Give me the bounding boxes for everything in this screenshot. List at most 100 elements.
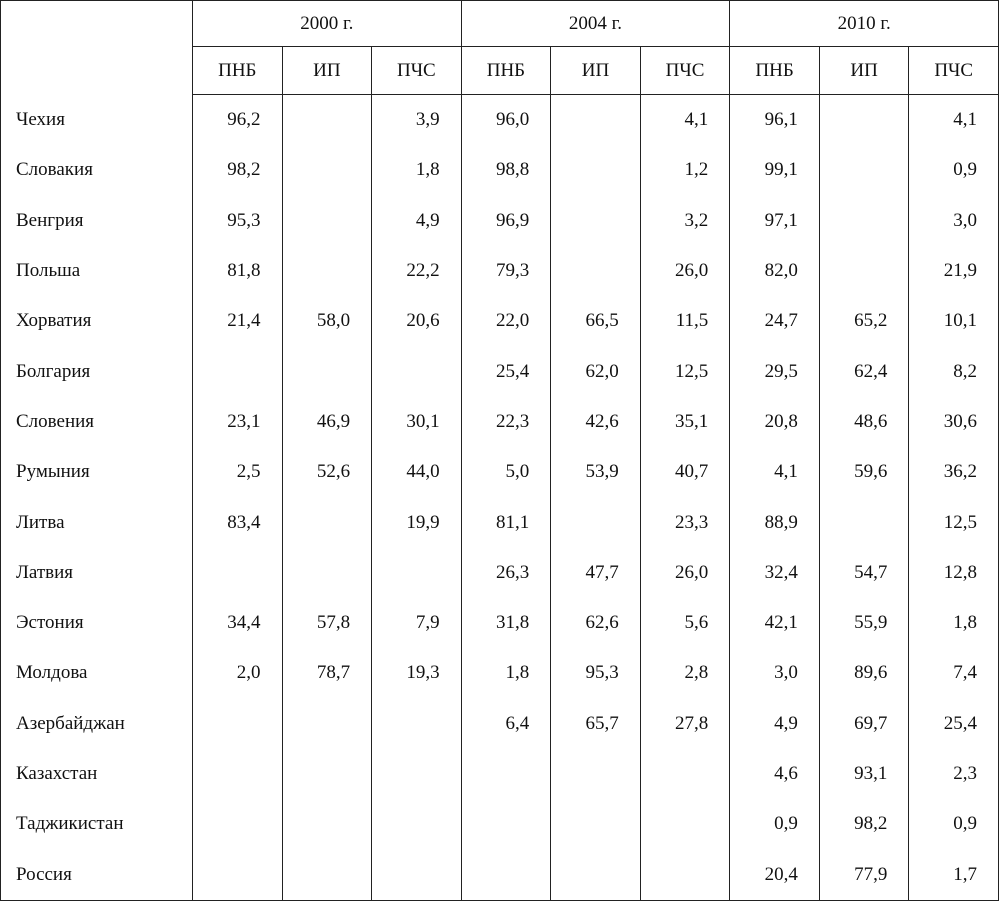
column-header: ПНБ bbox=[460, 46, 552, 95]
value-cell: 35,1 bbox=[639, 396, 731, 448]
year-header: 2000 г. bbox=[192, 0, 462, 47]
value-cell bbox=[550, 245, 641, 297]
value-cell bbox=[550, 748, 641, 800]
data-row: Таджикистан 0,9 98,2 0,9 bbox=[0, 799, 999, 850]
value-cell bbox=[639, 748, 731, 800]
column-header: ПНБ bbox=[192, 46, 283, 95]
value-cell bbox=[281, 698, 373, 749]
value-cell: 98,8 bbox=[460, 145, 552, 196]
value-cell: 20,4 bbox=[729, 849, 820, 901]
value-cell bbox=[371, 799, 462, 850]
value-cell bbox=[550, 799, 641, 850]
country-name: Словения bbox=[0, 396, 193, 448]
value-cell: 44,0 bbox=[371, 447, 462, 498]
value-cell bbox=[639, 849, 731, 901]
value-cell: 40,7 bbox=[639, 447, 731, 498]
value-cell: 36,2 bbox=[908, 447, 999, 498]
value-cell: 0,9 bbox=[729, 799, 820, 850]
value-cell: 31,8 bbox=[460, 597, 552, 649]
value-cell bbox=[371, 849, 462, 901]
data-row: Хорватия 21,4 58,0 20,6 22,0 66,5 11,5 24,7 65,2… bbox=[0, 296, 999, 347]
value-cell: 25,4 bbox=[908, 698, 999, 749]
value-cell bbox=[639, 799, 731, 850]
value-cell bbox=[371, 698, 462, 749]
country-name: Румыния bbox=[0, 447, 193, 498]
value-cell bbox=[192, 849, 283, 901]
value-cell: 29,5 bbox=[729, 346, 820, 397]
value-cell: 22,0 bbox=[460, 296, 552, 347]
value-cell: 19,3 bbox=[371, 648, 462, 699]
column-header: ПЧС bbox=[371, 46, 462, 95]
data-row: Болгария 25,4 62,0 12,5 29,5 62,4 8,2 bbox=[0, 346, 999, 397]
value-cell bbox=[550, 145, 641, 196]
value-cell: 8,2 bbox=[908, 346, 999, 397]
value-cell: 93,1 bbox=[818, 748, 910, 800]
value-cell: 95,3 bbox=[192, 195, 283, 246]
value-cell: 57,8 bbox=[281, 597, 373, 649]
value-cell bbox=[550, 497, 641, 548]
value-cell bbox=[192, 346, 283, 397]
value-cell: 1,8 bbox=[460, 648, 552, 699]
value-cell bbox=[281, 94, 373, 146]
value-cell: 27,8 bbox=[639, 698, 731, 749]
value-cell: 20,8 bbox=[729, 396, 820, 448]
column-header: ИП bbox=[818, 46, 910, 95]
value-cell bbox=[281, 849, 373, 901]
value-cell bbox=[371, 346, 462, 397]
value-cell: 7,9 bbox=[371, 597, 462, 649]
country-name: Польша bbox=[0, 245, 193, 297]
country-name: Эстония bbox=[0, 597, 193, 649]
value-cell: 59,6 bbox=[818, 447, 910, 498]
value-cell: 30,1 bbox=[371, 396, 462, 448]
value-cell bbox=[818, 195, 910, 246]
column-header: ПЧС bbox=[639, 46, 731, 95]
country-name: Болгария bbox=[0, 346, 193, 397]
country-name: Хорватия bbox=[0, 296, 193, 347]
value-cell bbox=[281, 346, 373, 397]
data-row: Казахстан 4,6 93,1 2,3 bbox=[0, 748, 999, 800]
value-cell: 4,1 bbox=[908, 94, 999, 146]
value-cell: 23,3 bbox=[639, 497, 731, 548]
value-cell: 62,6 bbox=[550, 597, 641, 649]
value-cell: 48,6 bbox=[818, 396, 910, 448]
data-row: Эстония 34,4 57,8 7,9 31,8 62,6 5,6 42,1 55,9 1,8 bbox=[0, 597, 999, 649]
value-cell: 78,7 bbox=[281, 648, 373, 699]
country-name: Молдова bbox=[0, 648, 193, 699]
value-cell: 20,6 bbox=[371, 296, 462, 347]
value-cell: 26,0 bbox=[639, 245, 731, 297]
value-cell: 82,0 bbox=[729, 245, 820, 297]
value-cell: 4,9 bbox=[729, 698, 820, 749]
value-cell: 46,9 bbox=[281, 396, 373, 448]
value-cell: 6,4 bbox=[460, 698, 552, 749]
value-cell: 2,3 bbox=[908, 748, 999, 800]
value-cell: 1,7 bbox=[908, 849, 999, 901]
value-cell: 2,8 bbox=[639, 648, 731, 699]
value-cell: 42,6 bbox=[550, 396, 641, 448]
value-cell: 58,0 bbox=[281, 296, 373, 347]
value-cell bbox=[281, 799, 373, 850]
value-cell bbox=[192, 748, 283, 800]
value-cell: 53,9 bbox=[550, 447, 641, 498]
value-cell bbox=[550, 195, 641, 246]
year-header: 2004 г. bbox=[460, 0, 731, 47]
value-cell: 4,1 bbox=[639, 94, 731, 146]
data-row: Молдова 2,0 78,7 19,3 1,8 95,3 2,8 3,0 89,6 7,4 bbox=[0, 648, 999, 699]
value-cell: 11,5 bbox=[639, 296, 731, 347]
value-cell: 7,4 bbox=[908, 648, 999, 699]
value-cell: 3,0 bbox=[729, 648, 820, 699]
value-cell: 22,2 bbox=[371, 245, 462, 297]
value-cell bbox=[192, 799, 283, 850]
value-cell: 25,4 bbox=[460, 346, 552, 397]
data-row: Румыния 2,5 52,6 44,0 5,0 53,9 40,7 4,1 59,6 36,2 bbox=[0, 447, 999, 498]
value-cell bbox=[460, 849, 552, 901]
column-header: ИП bbox=[281, 46, 373, 95]
value-cell: 5,6 bbox=[639, 597, 731, 649]
header-row: 2000 г. 2004 г. 2010 г. bbox=[0, 0, 999, 95]
country-name: Казахстан bbox=[0, 748, 193, 800]
value-cell: 21,9 bbox=[908, 245, 999, 297]
value-cell: 4,6 bbox=[729, 748, 820, 800]
value-cell: 12,5 bbox=[639, 346, 731, 397]
value-cell bbox=[281, 145, 373, 196]
value-cell bbox=[371, 748, 462, 800]
